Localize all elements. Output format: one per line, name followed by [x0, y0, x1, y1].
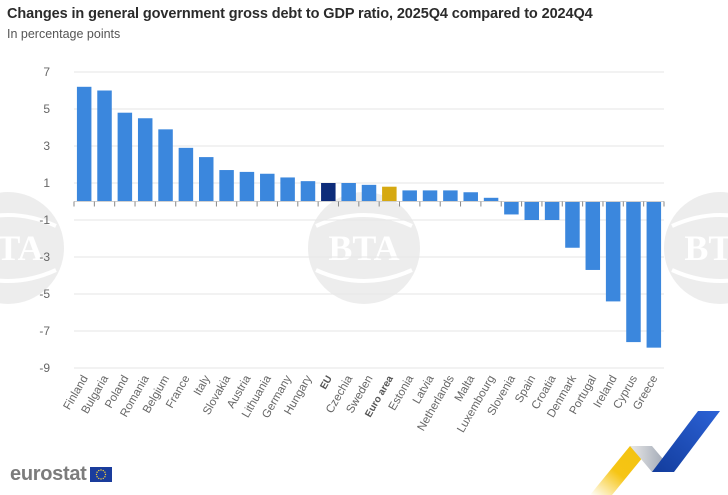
bar-italy[interactable]	[198, 157, 214, 202]
decorative-ribbon-icon	[590, 411, 720, 495]
bar-austria[interactable]	[239, 171, 255, 202]
bar-malta[interactable]	[463, 192, 478, 202]
bar-luxembourg[interactable]	[483, 197, 499, 202]
eurostat-logo-text: eurostat	[10, 463, 87, 485]
bar-euro-area[interactable]	[382, 186, 397, 202]
bar-ireland[interactable]	[605, 201, 621, 302]
eurostat-logo: eurostat	[10, 463, 112, 486]
bar-france[interactable]	[178, 147, 194, 202]
y-tick-label: 1	[43, 176, 50, 190]
bar-slovenia[interactable]	[504, 201, 519, 215]
y-tick-label: -5	[39, 287, 50, 301]
bar-croatia[interactable]	[544, 201, 560, 221]
bars	[76, 86, 662, 348]
watermark-text: BTA	[328, 228, 399, 268]
y-tick-label: -3	[39, 250, 50, 264]
y-axis: 7 5 3 1 -1 -3 -5 -7 -9	[39, 65, 50, 375]
eu-flag-icon	[89, 467, 112, 482]
gridlines	[74, 71, 664, 369]
bar-slovakia[interactable]	[219, 170, 234, 202]
bar-denmark[interactable]	[565, 201, 580, 248]
bar-eu[interactable]	[321, 183, 336, 202]
y-tick-label: 3	[43, 139, 50, 153]
bar-poland[interactable]	[117, 112, 133, 202]
bar-spain[interactable]	[524, 201, 540, 221]
y-tick-label: -9	[39, 361, 50, 375]
y-tick-label: 5	[43, 102, 50, 116]
bar-latvia[interactable]	[422, 190, 438, 202]
bar-cyprus[interactable]	[626, 201, 641, 343]
bar-portugal[interactable]	[585, 201, 601, 270]
chart-title: Changes in general government gross debt…	[7, 6, 593, 22]
bta-watermark-icon: BTA	[308, 192, 420, 304]
bar-lithuania[interactable]	[260, 173, 275, 202]
bar-sweden[interactable]	[361, 184, 377, 202]
watermark-text: BTA	[0, 228, 44, 268]
bar-estonia[interactable]	[402, 190, 417, 202]
bar-hungary[interactable]	[300, 181, 316, 202]
bta-watermark-icon: BTA	[664, 192, 728, 304]
x-tick-label: EU	[318, 374, 334, 392]
bar-belgium[interactable]	[158, 129, 173, 202]
watermark-text: BTA	[684, 228, 728, 268]
bar-romania[interactable]	[137, 118, 153, 202]
y-tick-label: 7	[43, 65, 50, 79]
chart-subtitle: In percentage points	[7, 27, 121, 41]
y-tick-label: -7	[39, 324, 50, 338]
bar-greece[interactable]	[646, 201, 662, 348]
bta-watermark-icon: BTA	[0, 192, 64, 304]
bar-bulgaria[interactable]	[97, 90, 112, 202]
y-tick-label: -1	[39, 213, 50, 227]
bar-finland[interactable]	[76, 86, 92, 202]
bar-netherlands[interactable]	[443, 190, 458, 202]
bar-germany[interactable]	[280, 177, 295, 202]
bar-czechia[interactable]	[341, 183, 356, 202]
